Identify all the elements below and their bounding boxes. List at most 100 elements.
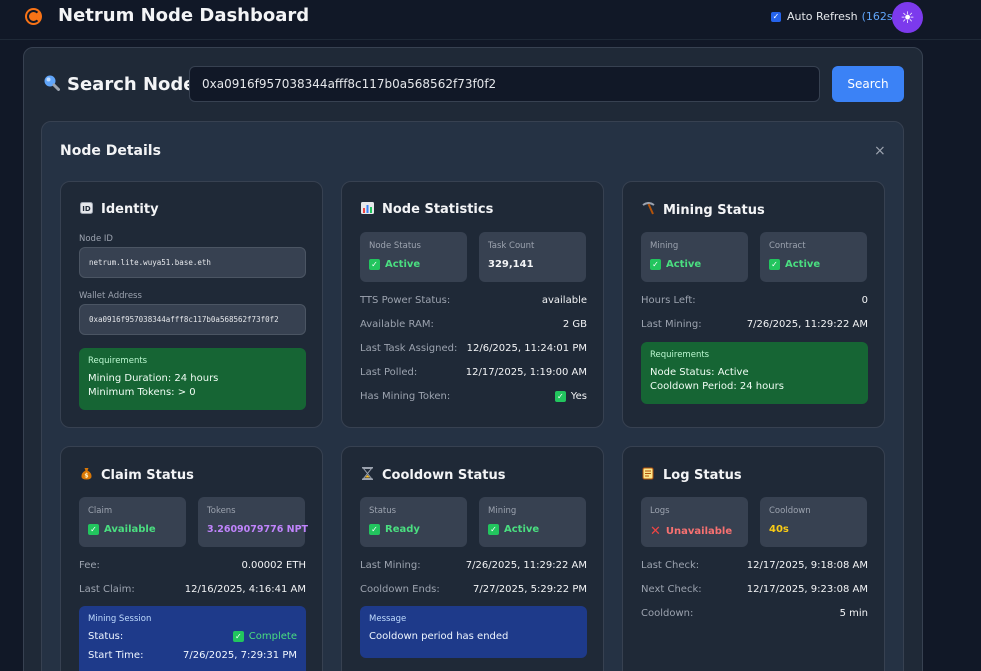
svg-text:ID: ID xyxy=(82,205,91,213)
cooldown-row-last-mining: Last Mining: 7/26/2025, 11:29:22 AM xyxy=(360,560,587,571)
cooldown-status-title: Cooldown Status xyxy=(360,467,505,483)
session-status-text: Complete xyxy=(248,631,297,642)
claim-tile: Claim ✓ Available xyxy=(79,497,186,547)
mining-session-box: Mining Session Status: ✓ Complete Start Ti… xyxy=(79,606,306,671)
logs-text: Unavailable xyxy=(665,526,733,537)
contract-text: Active xyxy=(785,259,821,270)
search-input[interactable]: 0xa0916f957038344afff8c117b0a568562f73f0… xyxy=(189,66,820,102)
message-title: Message xyxy=(369,614,407,624)
mining-tile: Mining ✓ Active xyxy=(641,232,748,282)
check-icon: ✓ xyxy=(488,524,499,535)
log-status-title: Log Status xyxy=(641,467,742,483)
row-value: 0 xyxy=(861,295,868,306)
refresh-countdown: (162s) xyxy=(861,10,897,23)
row-label: Available RAM: xyxy=(360,319,434,330)
claim-label: Claim xyxy=(88,506,113,516)
row-label: Last Mining: xyxy=(360,560,421,571)
row-value: available xyxy=(541,295,587,306)
row-value: 7/26/2025, 7:29:31 PM xyxy=(182,650,297,661)
mining-status-title: Mining Status xyxy=(641,202,765,218)
task-count-label: Task Count xyxy=(488,241,535,251)
node-statistics-title: Node Statistics xyxy=(360,202,493,217)
node-statistics-title-text: Node Statistics xyxy=(382,202,494,217)
node-status-text: Active xyxy=(385,259,421,270)
claim-value: ✓ Available xyxy=(88,524,156,535)
row-value: 5 min xyxy=(839,608,868,619)
check-icon: ✓ xyxy=(650,259,661,270)
requirements-title: Requirements xyxy=(650,350,710,360)
status-value: ✓ Ready xyxy=(369,524,420,535)
stat-row-last-task: Last Task Assigned: 12/6/2025, 11:24:01 P… xyxy=(360,343,587,354)
claim-row-fee: Fee: 0.00002 ETH xyxy=(79,560,306,571)
node-id-field: netrum.lite.wuya51.base.eth xyxy=(79,247,306,278)
hourglass-icon xyxy=(360,467,374,483)
row-label: Last Mining: xyxy=(641,319,702,330)
row-label: Fee: xyxy=(79,560,100,571)
row-label: Cooldown Ends: xyxy=(360,584,440,595)
claim-status-title: $ Claim Status xyxy=(79,467,194,483)
row-value: 7/26/2025, 11:29:22 AM xyxy=(746,319,868,330)
row-value: 2 GB xyxy=(562,319,587,330)
log-status-title-text: Log Status xyxy=(663,467,742,483)
row-value: 0.00002 ETH xyxy=(241,560,306,571)
mining-text: Active xyxy=(504,524,540,535)
row-value: 12/17/2025, 9:23:08 AM xyxy=(746,584,868,595)
mining-status-card: Mining Status Mining ✓ Active Contract ✓ A… xyxy=(622,181,885,428)
mining-value: ✓ Active xyxy=(488,524,539,535)
search-heading: Search Node xyxy=(43,74,195,95)
x-icon: ✕ xyxy=(650,524,661,539)
row-label: Last Task Assigned: xyxy=(360,343,458,354)
status-text: Ready xyxy=(385,524,420,535)
search-button[interactable]: Search xyxy=(832,66,904,102)
pickaxe-icon xyxy=(641,202,655,218)
cooldown-mining-tile: Mining ✓ Active xyxy=(479,497,586,547)
claim-text: Available xyxy=(104,524,156,535)
log-cooldown-tile: Cooldown 40s xyxy=(760,497,867,547)
money-bag-icon: $ xyxy=(79,467,93,483)
cooldown-status-card: Cooldown Status Status ✓ Ready Mining ✓ Ac… xyxy=(341,446,604,671)
contract-value: ✓ Active xyxy=(769,259,820,270)
contract-label: Contract xyxy=(769,241,806,251)
row-label: Start Time: xyxy=(88,650,144,661)
cooldown-status-title-text: Cooldown Status xyxy=(382,467,506,483)
stat-row-last-polled: Last Polled: 12/17/2025, 1:19:00 AM xyxy=(360,367,587,378)
mining-token-text: Yes xyxy=(570,391,587,402)
app-title: Netrum Node Dashboard xyxy=(58,5,310,26)
claim-status-title-text: Claim Status xyxy=(101,467,194,483)
requirements-title: Requirements xyxy=(88,356,148,366)
cooldown-label: Cooldown xyxy=(769,506,811,516)
row-label: Status: xyxy=(88,631,124,642)
cooldown-message-box: Message Cooldown period has ended xyxy=(360,606,587,658)
node-status-label: Node Status xyxy=(369,241,421,251)
auto-refresh-checkbox[interactable]: ✓ xyxy=(771,11,781,22)
node-status-value: ✓ Active xyxy=(369,259,420,270)
log-row-cooldown: Cooldown: 5 min xyxy=(641,608,868,619)
stat-row-mining-token: Has Mining Token: ✓ Yes xyxy=(360,391,587,402)
wallet-label: Wallet Address xyxy=(79,291,142,301)
row-value: 7/26/2025, 11:29:22 AM xyxy=(465,560,587,571)
logs-label: Logs xyxy=(650,506,670,516)
row-label: Last Claim: xyxy=(79,584,135,595)
mining-label: Mining xyxy=(488,506,517,516)
mining-row-hours-left: Hours Left: 0 xyxy=(641,295,868,306)
stat-row-ram: Available RAM: 2 GB xyxy=(360,319,587,330)
node-statistics-card: Node Statistics Node Status ✓ Active Task… xyxy=(341,181,604,428)
sun-icon: ☀ xyxy=(900,8,915,27)
row-value: 12/17/2025, 1:19:00 AM xyxy=(465,367,587,378)
theme-toggle-button[interactable]: ☀ xyxy=(892,2,923,33)
magnifier-icon xyxy=(43,74,60,95)
check-icon: ✓ xyxy=(369,259,380,270)
mining-requirements: Requirements Node Status: Active Cooldow… xyxy=(641,342,868,404)
logs-value: ✕ Unavailable xyxy=(650,524,732,539)
scroll-icon xyxy=(641,467,655,483)
mining-row-last-mining: Last Mining: 7/26/2025, 11:29:22 AM xyxy=(641,319,868,330)
node-status-tile: Node Status ✓ Active xyxy=(360,232,467,282)
log-status-card: Log Status Logs ✕ Unavailable Cooldown 40… xyxy=(622,446,885,671)
row-value: 12/6/2025, 11:24:01 PM xyxy=(466,343,587,354)
identity-requirements: Requirements Mining Duration: 24 hours M… xyxy=(79,348,306,410)
close-details-button[interactable]: × xyxy=(874,143,886,159)
requirement-line: Node Status: Active xyxy=(650,367,749,378)
top-bar xyxy=(0,0,981,40)
task-count-value: 329,141 xyxy=(488,259,534,270)
node-details-title: Node Details xyxy=(60,143,161,159)
